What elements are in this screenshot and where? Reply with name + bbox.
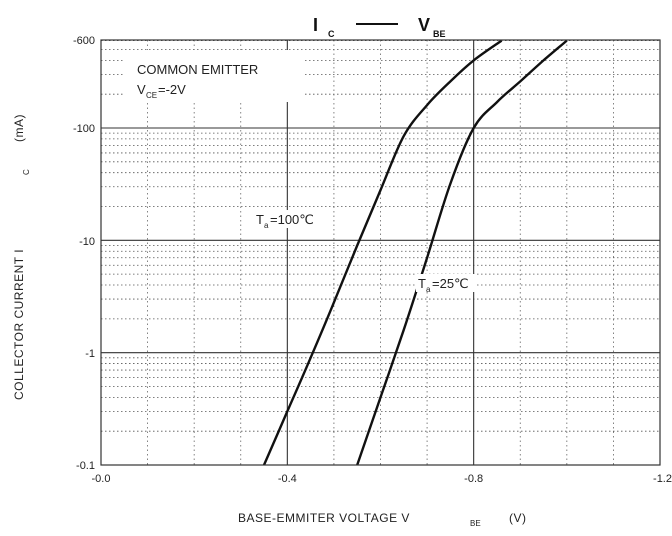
- tick-label-layer: -0.0 -0.4 -0.8 -1.2 -0.1 -1 -10 -100 -600: [73, 35, 672, 485]
- x-axis-title: BASE-EMMITER VOLTAGE V BE (V): [238, 511, 527, 528]
- x-tick-label: -1.2: [653, 473, 672, 485]
- series-label-25c-value: =25℃: [432, 276, 469, 291]
- y-tick-label: -1: [85, 348, 95, 360]
- series-label-100c-sub: a: [264, 221, 269, 230]
- series-label-25c-sub: a: [426, 285, 431, 294]
- title-right-main: V: [418, 15, 430, 35]
- series-label-25c-bg: [416, 274, 476, 292]
- grid-layer: [101, 40, 660, 465]
- series-line-1: [356, 39, 568, 466]
- x-axis-title-sub: BE: [470, 519, 481, 528]
- y-axis-title: COLLECTOR CURRENT I C (mA): [12, 114, 31, 400]
- series-label-25c: T a =25℃: [416, 274, 476, 294]
- condition-annotation: COMMON EMITTER V CE =-2V: [124, 50, 304, 102]
- y-tick-label: -100: [73, 123, 95, 135]
- title-left-main: I: [313, 15, 318, 35]
- x-axis-title-unit: (V): [509, 511, 527, 525]
- y-axis-title-main: COLLECTOR CURRENT I: [12, 249, 26, 400]
- chart-title: I C V BE: [313, 15, 446, 39]
- annotation-vce-value: =-2V: [158, 82, 186, 97]
- x-tick-label: -0.4: [278, 473, 297, 485]
- y-axis-title-sub: C: [22, 169, 31, 175]
- series-label-100c-value: =100℃: [270, 212, 314, 227]
- x-axis-title-main: BASE-EMMITER VOLTAGE V: [238, 511, 410, 525]
- y-tick-label: -0.1: [76, 460, 95, 472]
- annotation-background: [124, 50, 304, 102]
- annotation-line1: COMMON EMITTER: [137, 62, 258, 77]
- series-label-25c-main: T: [418, 276, 426, 291]
- series-label-100c-main: T: [256, 212, 264, 227]
- y-tick-label: -600: [73, 35, 95, 47]
- title-left-sub: C: [328, 29, 335, 39]
- series-line-0: [262, 39, 503, 466]
- annotation-vce-main: V: [137, 82, 146, 97]
- y-axis-title-unit: (mA): [12, 114, 26, 142]
- title-right-sub: BE: [433, 29, 446, 39]
- x-tick-label: -0.0: [92, 473, 111, 485]
- annotation-vce-sub: CE: [146, 91, 157, 100]
- plot-frame: [100, 39, 661, 466]
- y-tick-label: -10: [79, 236, 95, 248]
- x-tick-label: -0.8: [464, 473, 483, 485]
- curve-layer: [262, 39, 568, 466]
- series-label-100c: T a =100℃: [255, 210, 321, 230]
- series-label-100c-bg: [255, 210, 321, 228]
